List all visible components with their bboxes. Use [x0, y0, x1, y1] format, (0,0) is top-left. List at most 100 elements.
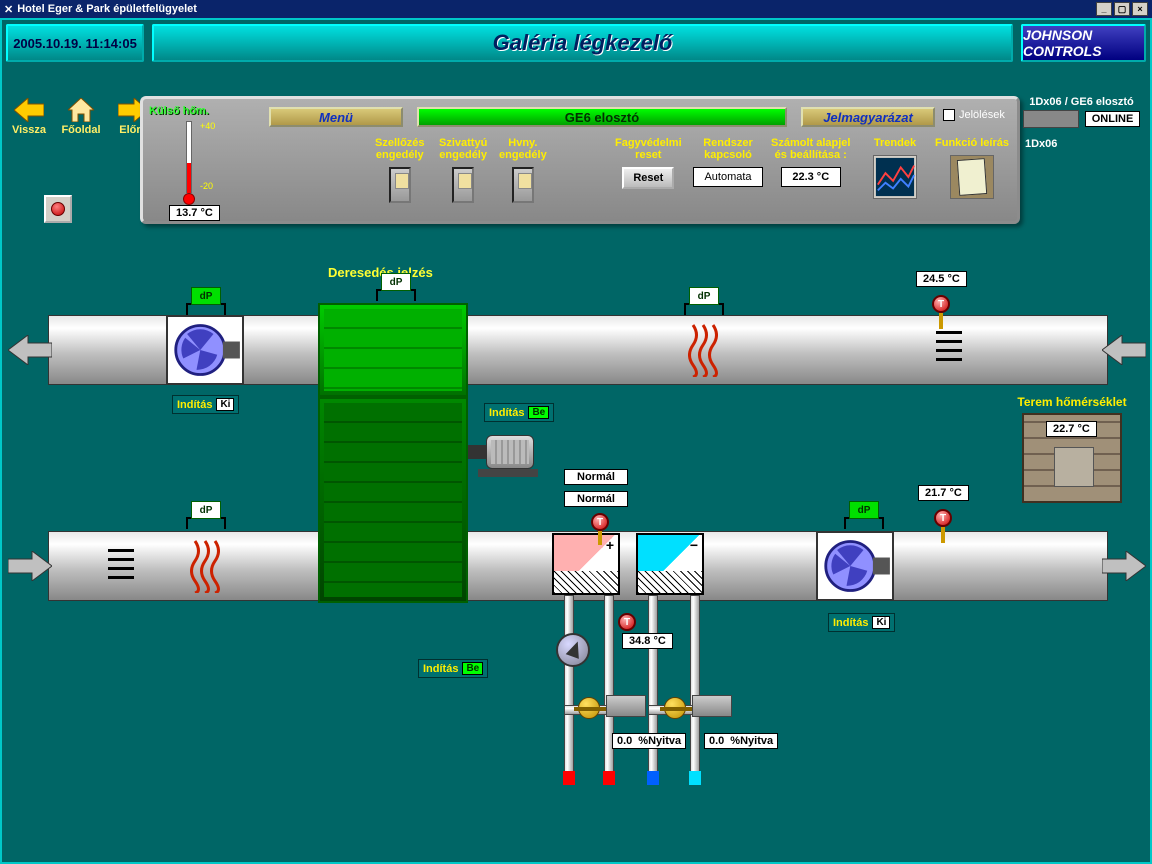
exhaust-filter-icon — [688, 323, 718, 377]
window-title-bar: ✕ Hotel Eger & Park épületfelügyelet _ ▢… — [0, 0, 1152, 18]
room-temp-value: 22.7 °C — [1046, 421, 1097, 437]
thermo-scale-lo: -20 — [200, 181, 213, 191]
exhaust-fan-start[interactable]: Indítás Ki — [172, 395, 239, 414]
inditas-label: Indítás — [177, 399, 212, 411]
dp-badge-4: dP — [191, 501, 221, 519]
vendor-logo: JOHNSON CONTROLS — [1021, 24, 1146, 62]
sensor-stem — [939, 313, 943, 329]
heating-water-temp: 34.8 °C — [622, 633, 673, 649]
hrec-enable-label: Hvny. engedély — [499, 137, 547, 161]
back-arrow-icon[interactable] — [14, 98, 44, 122]
hrec-enable-switch[interactable] — [512, 167, 534, 203]
menu-button[interactable]: Menü — [269, 107, 403, 127]
heating-supply-pipe — [604, 595, 614, 785]
checkbox-icon — [943, 109, 955, 121]
pipe-tip-hot-supply — [603, 771, 615, 785]
supply-arrow-out-icon — [1102, 551, 1146, 581]
outside-temp-label: Külső hőm. — [149, 105, 229, 117]
pct-label: %Nyitva — [730, 735, 773, 747]
close-button[interactable]: × — [1132, 2, 1148, 16]
exhaust-arrow-in-icon — [1102, 335, 1146, 365]
trends-icon[interactable] — [873, 155, 917, 199]
mode-value[interactable]: Automata — [693, 167, 763, 187]
nav-bar: Vissza Főoldal Előre — [8, 98, 154, 136]
setpoint-label: Számolt alapjel és beállítása : — [771, 137, 850, 161]
alarm-button[interactable] — [44, 195, 72, 223]
supply-fan-state: Ki — [872, 616, 890, 629]
dp-badge-1: dP — [191, 287, 221, 305]
alarm-light-icon — [51, 202, 65, 216]
pump-enable-label: Szivattyú engedély — [439, 137, 487, 161]
supply-temp-sensor-icon: T — [934, 509, 952, 527]
vent-enable-label: Szellőzés engedély — [375, 137, 425, 161]
cooling-actuator-icon — [692, 695, 732, 717]
markings-checkbox[interactable]: Jelölések — [943, 109, 1005, 121]
supply-temp-value: 21.7 °C — [918, 485, 969, 501]
cooling-supply-pipe — [648, 595, 658, 785]
heat-recovery-lower — [318, 397, 468, 603]
device-meta: 1Dx06 / GE6 elosztó ONLINE 1Dx06 — [1019, 96, 1144, 152]
status-banner[interactable]: GE6 elosztó — [417, 107, 787, 127]
heating-pump-icon — [556, 633, 590, 667]
frost-reset-label: Fagyvédelmi reset — [615, 137, 682, 161]
room-sensor-icon — [1054, 447, 1094, 487]
heating-pump-start[interactable]: Indítás Be — [418, 659, 488, 678]
outside-temp-value: 13.7 °C — [169, 205, 220, 221]
room-temp-panel: Terem hőmérséklet 22.7 °C — [1012, 395, 1132, 503]
cooling-pct-value: 0.0 — [709, 735, 724, 747]
thermo-scale-hi: +40 — [200, 121, 215, 131]
sensor-stem — [598, 531, 602, 545]
nav-home-label: Főoldal — [61, 124, 100, 136]
heating-return-pipe — [564, 595, 574, 785]
pipe-tip-cold-supply — [647, 771, 659, 785]
supply-fan[interactable] — [816, 531, 894, 601]
room-wall-icon: 22.7 °C — [1022, 413, 1122, 503]
heating-coil-icon: + — [552, 533, 620, 595]
trends-label: Trendek — [874, 137, 916, 149]
thermometer-icon: +40 -20 — [178, 121, 200, 211]
supply-fan-start[interactable]: Indítás Ki — [828, 613, 895, 632]
heat-recovery-upper — [318, 303, 468, 397]
vent-enable-switch[interactable] — [389, 167, 411, 203]
pct-label: %Nyitva — [638, 735, 681, 747]
heating-water-sensor-icon: T — [618, 613, 636, 631]
hrec-motor-start[interactable]: Indítás Be — [484, 403, 554, 422]
window-title: Hotel Eger & Park épületfelügyelet — [17, 3, 197, 15]
cooling-valve-pct: 0.0 %Nyitva — [704, 733, 778, 749]
mode-label: Rendszer kapcsoló — [703, 137, 753, 161]
inditas-label: Indítás — [833, 617, 868, 629]
supply-air-sensor-icon: T — [591, 513, 609, 531]
cooling-return-pipe — [690, 595, 700, 785]
heating-valve-icon — [578, 697, 600, 719]
status-normal-1: Normál — [564, 469, 628, 485]
legend-button[interactable]: Jelmagyarázat — [801, 107, 935, 127]
exhaust-fan-state: Ki — [216, 398, 234, 411]
heating-pct-value: 0.0 — [617, 735, 632, 747]
exhaust-damper-icon — [936, 325, 962, 375]
exhaust-temp-sensor-icon: T — [932, 295, 950, 313]
home-icon[interactable] — [68, 98, 94, 122]
device-id: 1Dx06 — [1019, 138, 1144, 150]
heating-valve-pct: 0.0 %Nyitva — [612, 733, 686, 749]
setpoint-value[interactable]: 22.3 °C — [781, 167, 841, 187]
exhaust-fan[interactable] — [166, 315, 244, 385]
device-thumb-icon — [1023, 110, 1079, 128]
function-desc-icon[interactable] — [950, 155, 994, 199]
frost-reset-button[interactable]: Reset — [622, 167, 674, 189]
minimize-button[interactable]: _ — [1096, 2, 1112, 16]
cooling-coil-icon: − — [636, 533, 704, 595]
hrec-motor-icon — [468, 427, 543, 477]
func-label: Funkció leírás — [935, 137, 1009, 149]
nav-back-label: Vissza — [12, 124, 46, 136]
markings-label: Jelölések — [959, 109, 1005, 121]
hrec-motor-state: Be — [528, 406, 549, 419]
pump-enable-switch[interactable] — [452, 167, 474, 203]
pipe-tip-hot-return — [563, 771, 575, 785]
maximize-button[interactable]: ▢ — [1114, 2, 1130, 16]
status-normal-2: Normál — [564, 491, 628, 507]
heating-pump-state: Be — [462, 662, 483, 675]
online-status: ONLINE — [1085, 111, 1141, 127]
control-panel: Külső hőm. +40 -20 13.7 °C Menü GE6 elos… — [140, 96, 1020, 224]
supply-filter-icon — [190, 539, 220, 593]
room-temp-label: Terem hőmérséklet — [1012, 395, 1132, 409]
